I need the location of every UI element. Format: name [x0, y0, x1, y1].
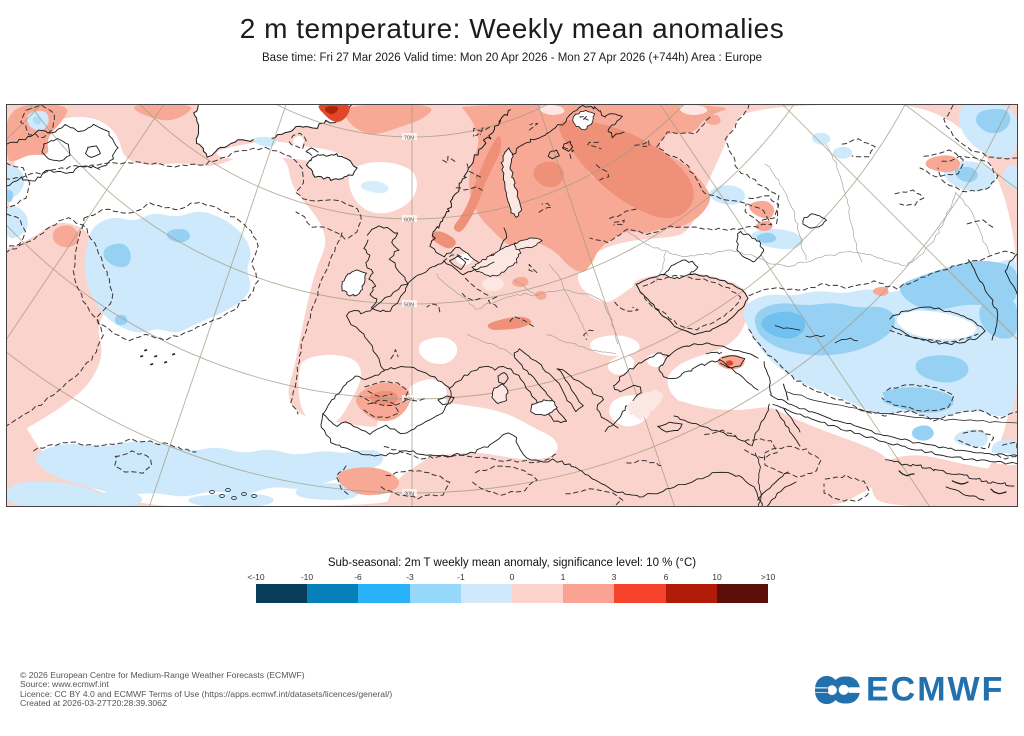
svg-text:50N: 50N — [404, 303, 414, 309]
svg-text:ECMWF: ECMWF — [866, 676, 1003, 704]
svg-text:30N: 30N — [404, 492, 414, 498]
svg-text:40N: 40N — [404, 398, 414, 404]
svg-text:60N: 60N — [404, 218, 414, 224]
svg-text:70N: 70N — [404, 136, 414, 142]
